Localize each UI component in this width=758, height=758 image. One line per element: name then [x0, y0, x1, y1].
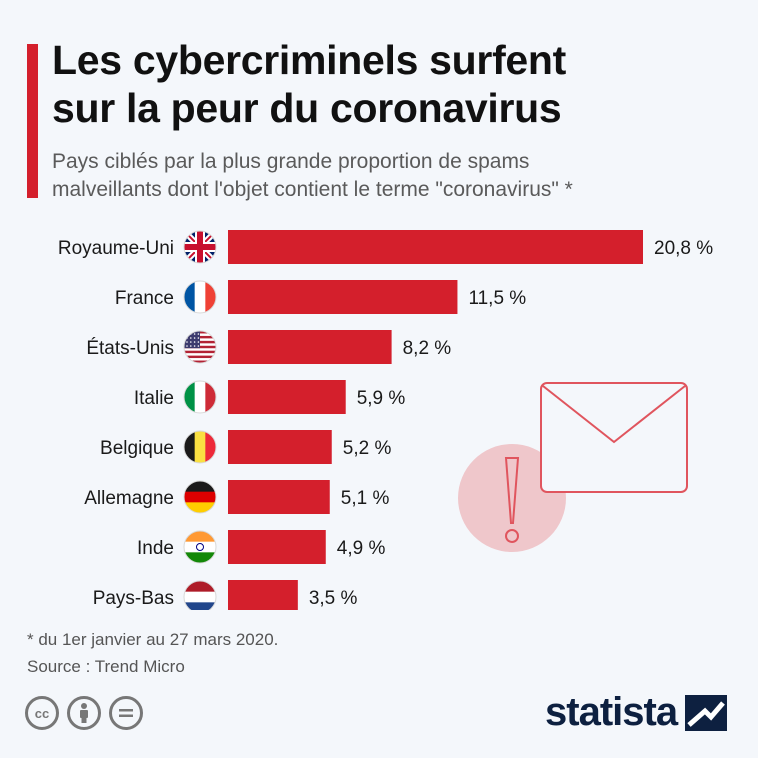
footnote: * du 1er janvier au 27 mars 2020. Source… [27, 626, 278, 680]
uk-flag-icon [183, 230, 217, 264]
category-label: Italie [134, 388, 174, 409]
category-label: Royaume-Uni [58, 238, 174, 259]
bar [228, 530, 326, 564]
france-flag-icon [183, 280, 217, 314]
statista-logo-icon [685, 694, 728, 731]
bar [228, 430, 332, 464]
italy-flag-icon [183, 380, 217, 414]
value-label: 5,9 % [357, 388, 406, 409]
value-label: 3,5 % [309, 588, 358, 609]
by-icon [67, 696, 101, 730]
subtitle-line-2: malveillants dont l'objet contient le te… [52, 178, 573, 201]
value-label: 5,2 % [343, 438, 392, 459]
bar [228, 280, 458, 314]
category-label: Pays-Bas [93, 588, 174, 609]
bar [228, 580, 298, 610]
netherlands-flag-icon [183, 580, 217, 610]
category-label: États-Unis [86, 338, 174, 359]
usa-flag-icon [183, 330, 217, 364]
subtitle-line-1: Pays ciblés par la plus grande proportio… [52, 150, 530, 173]
bar [228, 330, 392, 364]
bar [228, 230, 643, 264]
category-label: Allemagne [84, 488, 174, 509]
warning-circle-icon [458, 444, 566, 552]
bar [228, 380, 346, 414]
germany-flag-icon [183, 480, 217, 514]
title-accent-bar [27, 44, 38, 198]
bar-chart: Royaume-Uni 20,8 % France 11,5 % États-Unis 8… [58, 230, 713, 610]
statista-logo: statista [545, 690, 728, 735]
value-label: 11,5 % [468, 288, 526, 309]
nd-icon [109, 696, 143, 730]
title-line-1: Les cybercriminels surfent [52, 37, 567, 83]
category-label: France [115, 288, 174, 309]
category-label: Belgique [100, 438, 174, 459]
india-flag-icon [183, 530, 217, 564]
bar [228, 480, 330, 514]
value-label: 4,9 % [337, 538, 386, 559]
value-label: 20,8 % [654, 238, 713, 259]
title-line-2: sur la peur du coronavirus [52, 85, 562, 131]
brand-name: statista [545, 690, 678, 734]
chart-title: Les cybercriminels surfent sur la peur d… [52, 36, 742, 132]
envelope-warning-illustration [458, 382, 688, 552]
value-label: 5,1 % [341, 488, 390, 509]
envelope-icon [540, 382, 688, 493]
value-label: 8,2 % [403, 338, 452, 359]
belgium-flag-icon [183, 430, 217, 464]
footnote-note: * du 1er janvier au 27 mars 2020. [27, 630, 279, 649]
cc-icon: cc [25, 696, 59, 730]
exclamation-icon [504, 457, 520, 543]
category-label: Inde [137, 538, 174, 559]
footnote-source: Source : Trend Micro [27, 657, 185, 676]
chart-subtitle: Pays ciblés par la plus grande proportio… [52, 148, 742, 204]
license-icons: cc [25, 696, 143, 730]
